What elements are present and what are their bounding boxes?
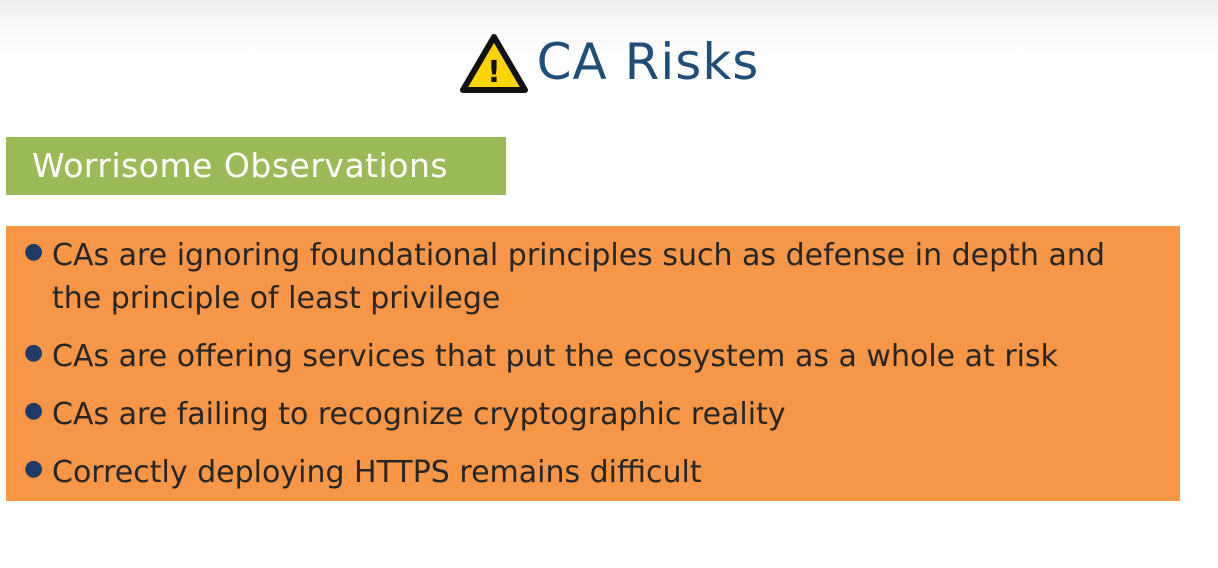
slide-title-row: ! CA Risks — [0, 24, 1218, 100]
warning-glyph: ! — [487, 55, 501, 90]
slide-title: CA Risks — [536, 33, 760, 91]
bullet-text: CAs are failing to recognize cryptograph… — [52, 397, 786, 432]
bullet-icon: ● — [24, 340, 44, 365]
list-item: ● Correctly deploying HTTPS remains diff… — [24, 451, 1160, 494]
observations-box: ● CAs are ignoring foundational principl… — [6, 226, 1180, 501]
bullet-icon: ● — [24, 398, 44, 423]
list-item: ● CAs are failing to recognize cryptogra… — [24, 393, 1160, 436]
bullet-icon: ● — [24, 456, 44, 481]
warning-triangle-icon: ! — [459, 34, 528, 93]
bullet-icon: ● — [24, 239, 44, 264]
list-item: ● CAs are ignoring foundational principl… — [24, 234, 1160, 320]
bullet-text: CAs are ignoring foundational principles… — [52, 238, 1105, 316]
section-label: Worrisome Observations — [6, 137, 506, 195]
bullet-text: CAs are offering services that put the e… — [52, 339, 1058, 374]
observations-list: ● CAs are ignoring foundational principl… — [24, 234, 1160, 494]
list-item: ● CAs are offering services that put the… — [24, 335, 1160, 378]
bullet-text: Correctly deploying HTTPS remains diffic… — [52, 455, 702, 490]
